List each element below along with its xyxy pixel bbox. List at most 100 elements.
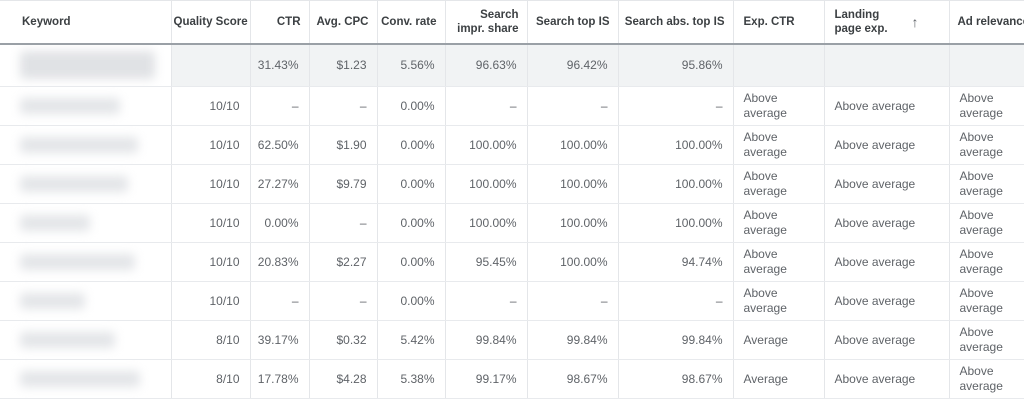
cell-exp-ctr: Above average (733, 203, 825, 243)
col-header-landing-page-exp-label: Landing page exp. (834, 8, 888, 35)
cell-exp-ctr-text: Above average (743, 247, 787, 276)
cell-search-impr-share: – (445, 86, 528, 126)
cell-avg-cpc: $4.28 (309, 359, 378, 399)
cell-exp-ctr: Average (733, 359, 825, 399)
col-header-search-abs-top-is[interactable]: Search abs. top IS (618, 0, 734, 45)
cell-exp-ctr-text: Average (743, 332, 788, 347)
cell-landing-page-exp: Above average (824, 320, 950, 360)
cell-landing-page-exp: Above average (824, 86, 950, 126)
cell-search-top-is: 96.42% (527, 43, 619, 87)
cell-quality-score: 10/10 (171, 164, 251, 204)
cell-ad-relevance: Above average (949, 281, 1024, 321)
col-header-ad-relevance[interactable]: Ad relevance (949, 0, 1024, 45)
redacted-keyword-blur (20, 332, 115, 348)
cell-ad-relevance: Above average (949, 86, 1024, 126)
cell-exp-ctr-text: Average (743, 371, 788, 386)
col-header-avg-cpc[interactable]: Avg. CPC (309, 0, 378, 45)
cell-quality-score: 10/10 (171, 203, 251, 243)
col-header-search-top-is[interactable]: Search top IS (527, 0, 619, 45)
cell-search-abs-top-is: – (618, 281, 734, 321)
cell-exp-ctr: Above average (733, 281, 825, 321)
cell-quality-score: 10/10 (171, 125, 251, 165)
cell-avg-cpc: – (309, 86, 378, 126)
redacted-keyword-blur (20, 371, 140, 387)
keyword-cell-redacted[interactable] (0, 359, 172, 399)
sort-ascending-icon[interactable]: ↑ (911, 13, 919, 30)
cell-exp-ctr-text: Above average (743, 130, 787, 159)
cell-search-abs-top-is: 99.84% (618, 320, 734, 360)
cell-conv-rate: 0.00% (377, 281, 446, 321)
cell-landing-page-exp: Above average (824, 242, 950, 282)
keyword-cell-redacted[interactable] (0, 86, 172, 126)
cell-search-impr-share: 99.84% (445, 320, 528, 360)
table-row: 10/10 62.50% $1.90 0.00% 100.00% 100.00% 100.0… (0, 125, 1024, 165)
table-row: 10/10 20.83% $2.27 0.00% 95.45% 100.00% 94.74%… (0, 242, 1024, 282)
redacted-keyword-blur (20, 293, 85, 309)
cell-ad-relevance-text: Above average (959, 91, 1003, 120)
cell-search-impr-share: 95.45% (445, 242, 528, 282)
table-body: 31.43% $1.23 5.56% 96.63% 96.42% 95.86% 10/10–… (0, 43, 1024, 399)
cell-exp-ctr-text: Above average (743, 208, 787, 237)
cell-search-impr-share: 96.63% (445, 43, 528, 87)
keyword-cell-redacted[interactable] (0, 281, 172, 321)
cell-quality-score: 10/10 (171, 86, 251, 126)
cell-landing-page-exp: Above average (824, 164, 950, 204)
table-header: Keyword Quality Score CTR Avg. CPC Conv.… (0, 0, 1024, 45)
cell-search-top-is: 100.00% (527, 164, 619, 204)
cell-search-abs-top-is: 100.00% (618, 203, 734, 243)
cell-exp-ctr: Above average (733, 86, 825, 126)
cell-exp-ctr-text: Above average (743, 286, 787, 315)
col-header-search-impr-share[interactable]: Search impr. share (445, 0, 528, 45)
cell-conv-rate: 0.00% (377, 125, 446, 165)
table-row: 10/10 27.27% $9.79 0.00% 100.00% 100.00% 100.0… (0, 164, 1024, 204)
redacted-keyword-blur (20, 51, 155, 80)
keyword-cell-redacted[interactable] (0, 43, 172, 87)
cell-avg-cpc: – (309, 281, 378, 321)
cell-ad-relevance: Above average (949, 203, 1024, 243)
cell-avg-cpc: $9.79 (309, 164, 378, 204)
cell-exp-ctr-text: Above average (743, 91, 787, 120)
col-header-quality-score[interactable]: Quality Score (171, 0, 251, 45)
cell-avg-cpc: $1.23 (309, 43, 378, 87)
cell-avg-cpc: $1.90 (309, 125, 378, 165)
keyword-cell-redacted[interactable] (0, 164, 172, 204)
cell-quality-score: 10/10 (171, 281, 251, 321)
cell-search-top-is: 98.67% (527, 359, 619, 399)
cell-quality-score (171, 43, 251, 87)
keyword-cell-redacted[interactable] (0, 203, 172, 243)
cell-conv-rate: 0.00% (377, 242, 446, 282)
cell-search-top-is: 100.00% (527, 203, 619, 243)
col-header-keyword[interactable]: Keyword (0, 0, 172, 45)
cell-ctr: 31.43% (250, 43, 310, 87)
cell-conv-rate: 0.00% (377, 86, 446, 126)
col-header-landing-page-exp[interactable]: Landing page exp. ↑ (824, 0, 950, 45)
table-row: 10/10– –0.00% – – – Above average Above averag… (0, 86, 1024, 126)
col-header-ctr[interactable]: CTR (250, 0, 310, 45)
col-header-exp-ctr[interactable]: Exp. CTR (733, 0, 825, 45)
table-row: 8/10 17.78% $4.28 5.38% 99.17% 98.67% 98.67% Av… (0, 359, 1024, 399)
cell-conv-rate: 5.42% (377, 320, 446, 360)
cell-ad-relevance-text: Above average (959, 325, 1003, 354)
redacted-keyword-blur (20, 254, 135, 270)
cell-ad-relevance: Above average (949, 242, 1024, 282)
col-header-conv-rate[interactable]: Conv. rate (377, 0, 446, 45)
cell-ad-relevance: Above average (949, 164, 1024, 204)
cell-search-top-is: 99.84% (527, 320, 619, 360)
cell-search-abs-top-is: – (618, 86, 734, 126)
redacted-keyword-blur (20, 215, 90, 231)
cell-exp-ctr: Above average (733, 242, 825, 282)
keyword-cell-redacted[interactable] (0, 242, 172, 282)
cell-ad-relevance-text: Above average (959, 286, 1003, 315)
cell-search-abs-top-is: 94.74% (618, 242, 734, 282)
redacted-keyword-blur (20, 137, 138, 153)
cell-avg-cpc: – (309, 203, 378, 243)
keyword-cell-redacted[interactable] (0, 125, 172, 165)
cell-ad-relevance-text: Above average (959, 364, 1003, 393)
cell-ad-relevance-text: Above average (959, 247, 1003, 276)
cell-quality-score: 8/10 (171, 359, 251, 399)
cell-search-impr-share: 100.00% (445, 203, 528, 243)
cell-search-abs-top-is: 100.00% (618, 125, 734, 165)
keyword-cell-redacted[interactable] (0, 320, 172, 360)
